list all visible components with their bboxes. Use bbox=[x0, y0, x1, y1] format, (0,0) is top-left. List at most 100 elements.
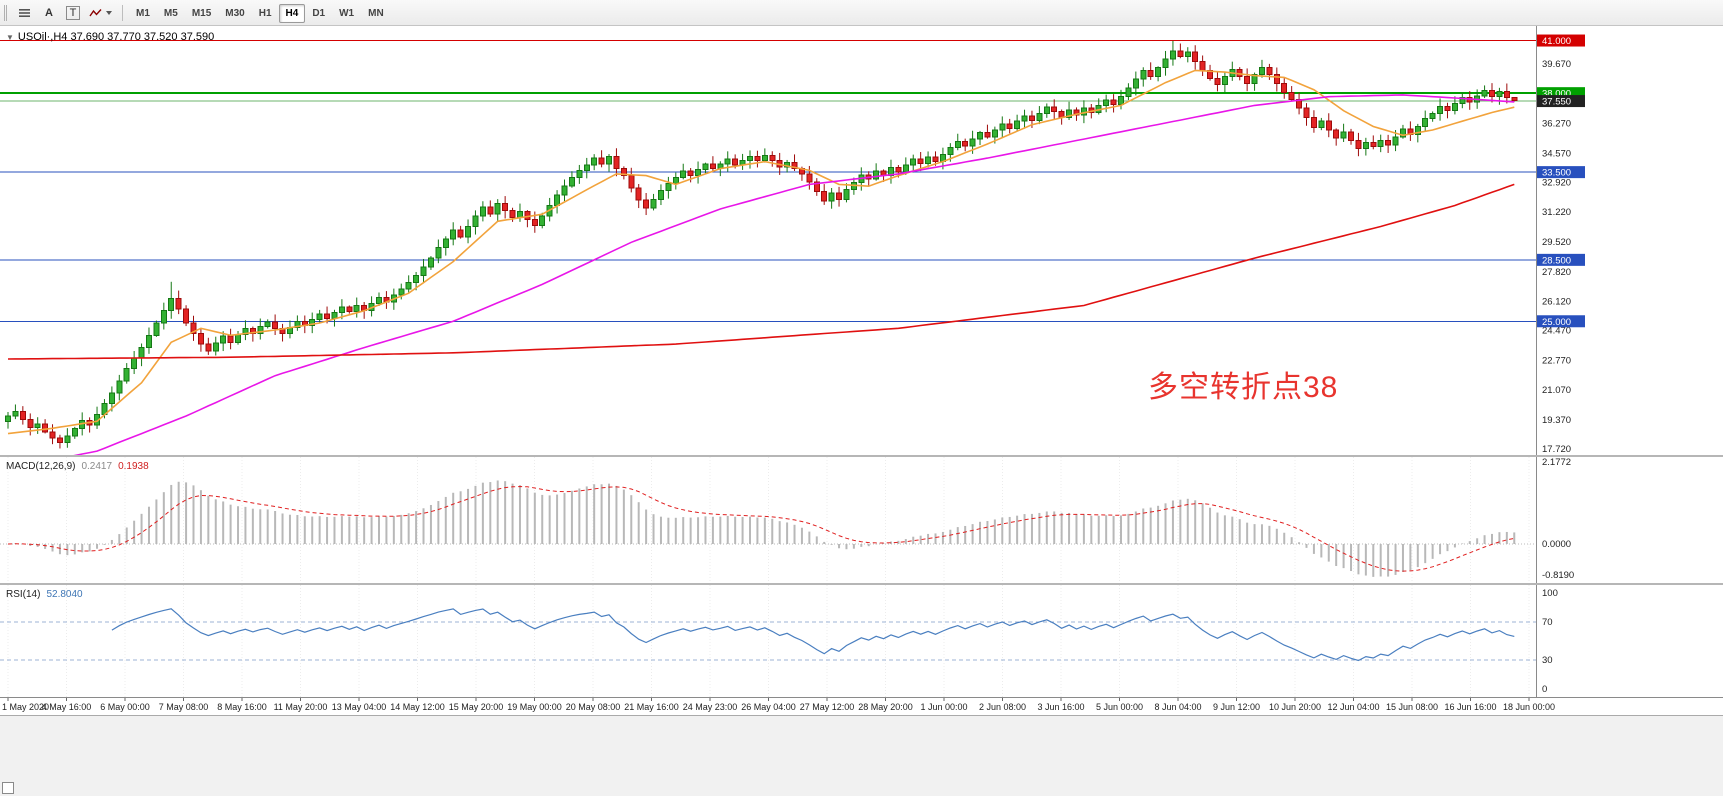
macd-signal-value: 0.1938 bbox=[118, 461, 149, 472]
rsi-scale-label: 70 bbox=[1542, 617, 1553, 628]
arrow-tool-label: A bbox=[45, 6, 53, 19]
panel-splitter[interactable] bbox=[0, 455, 1723, 457]
timeframe-m30-button[interactable]: M30 bbox=[218, 4, 251, 23]
time-label: 4 May 16:00 bbox=[42, 702, 92, 712]
rsi-scale-label: 0 bbox=[1542, 684, 1547, 695]
price-label: 29.520 bbox=[1542, 237, 1571, 248]
time-axis[interactable]: 1 May 2020 4 May 16:00 6 May 00:00 7 May 08… bbox=[0, 697, 1723, 715]
time-label: 1 May 2020 bbox=[2, 702, 49, 712]
price-badge bbox=[1537, 95, 1585, 108]
toolbar-grip[interactable] bbox=[4, 4, 9, 21]
macd-panel[interactable]: 2.1772 0.0000 -0.8190 MACD(12,26,9) 0.2417 0… bbox=[0, 457, 1723, 583]
price-label: 22.770 bbox=[1542, 355, 1571, 366]
price-label: 31.220 bbox=[1542, 207, 1571, 218]
macd-canvas[interactable]: 2.1772 0.0000 -0.8190 bbox=[0, 457, 1723, 583]
timeframe-m1-button[interactable]: M1 bbox=[129, 4, 157, 23]
price-badge bbox=[1537, 166, 1585, 179]
time-label: 19 May 00:00 bbox=[507, 702, 562, 712]
ma-mid-line bbox=[73, 94, 1515, 455]
chart-menu-button[interactable] bbox=[13, 3, 37, 23]
rsi-line bbox=[111, 608, 1515, 662]
chart-ohlc-title: ▼ USOil·,H4 37.690 37.770 37.520 37.590 bbox=[6, 31, 214, 43]
scrollbar-box[interactable] bbox=[2, 782, 14, 794]
time-label: 11 May 20:00 bbox=[274, 702, 328, 712]
zigzag-icon bbox=[89, 8, 102, 16]
macd-label: MACD(12,26,9) 0.2417 0.1938 bbox=[6, 461, 149, 472]
timeframe-m15-button[interactable]: M15 bbox=[185, 4, 218, 23]
toolbar: A T M1 M5 M15 M30 H1 H4 D1 W1 MN bbox=[0, 0, 1723, 26]
price-label: 19.370 bbox=[1542, 415, 1571, 426]
time-label: 10 Jun 20:00 bbox=[1269, 702, 1321, 712]
price-label: 27.820 bbox=[1542, 267, 1571, 278]
timeframe-h4-button[interactable]: H4 bbox=[278, 3, 306, 23]
price-badge bbox=[1537, 315, 1585, 328]
time-label: 9 Jun 12:00 bbox=[1213, 702, 1260, 712]
price-badge-label: 28.500 bbox=[1542, 255, 1571, 266]
main-chart-panel[interactable]: 39.670 36.270 34.570 32.920 31.220 29.520 27.8… bbox=[0, 26, 1723, 455]
timeframe-mn-button[interactable]: MN bbox=[361, 4, 391, 23]
arrow-tool-button[interactable]: A bbox=[37, 3, 61, 23]
ma-fast-line bbox=[7, 69, 1515, 435]
time-label: 5 Jun 00:00 bbox=[1096, 702, 1143, 712]
horizontal-lines-layer[interactable] bbox=[0, 40, 1536, 322]
time-label: 14 May 12:00 bbox=[390, 702, 445, 712]
price-badge bbox=[1537, 253, 1585, 266]
time-label: 15 Jun 08:00 bbox=[1386, 702, 1438, 712]
price-chart-canvas[interactable]: 39.670 36.270 34.570 32.920 31.220 29.520 27.8… bbox=[0, 26, 1723, 455]
rsi-panel[interactable]: 100 70 30 0 RSI(14) 52.8040 bbox=[0, 585, 1723, 697]
indicators-button[interactable] bbox=[85, 3, 116, 23]
time-label: 1 Jun 00:00 bbox=[920, 702, 967, 712]
timeframe-m5-button[interactable]: M5 bbox=[157, 4, 185, 23]
text-tool-label: T bbox=[65, 5, 81, 20]
price-label: 39.670 bbox=[1542, 59, 1571, 70]
price-label: 36.270 bbox=[1542, 119, 1571, 130]
time-label: 16 Jun 16:00 bbox=[1444, 702, 1496, 712]
rsi-canvas[interactable]: 100 70 30 0 bbox=[0, 585, 1723, 697]
price-badge bbox=[1537, 34, 1585, 47]
price-label: 26.120 bbox=[1542, 297, 1571, 308]
price-badge-label: 33.500 bbox=[1542, 168, 1571, 179]
macd-scale-label: 0.0000 bbox=[1542, 539, 1571, 550]
time-label: 21 May 16:00 bbox=[624, 702, 679, 712]
time-label: 8 Jun 04:00 bbox=[1154, 702, 1201, 712]
timeframe-h1-button[interactable]: H1 bbox=[252, 4, 279, 23]
timeframe-group: M1 M5 M15 M30 H1 H4 D1 W1 MN bbox=[129, 3, 391, 23]
time-label: 13 May 04:00 bbox=[332, 702, 387, 712]
price-label: 34.570 bbox=[1542, 148, 1571, 159]
time-label: 3 Jun 16:00 bbox=[1037, 702, 1084, 712]
time-label: 27 May 12:00 bbox=[800, 702, 855, 712]
grid-lines bbox=[7, 585, 1530, 697]
price-badge-label: 25.000 bbox=[1542, 317, 1571, 328]
time-label: 24 May 23:00 bbox=[683, 702, 738, 712]
time-label: 12 Jun 04:00 bbox=[1327, 702, 1379, 712]
time-label: 2 Jun 08:00 bbox=[979, 702, 1026, 712]
timeframe-w1-button[interactable]: W1 bbox=[332, 4, 361, 23]
time-label: 20 May 08:00 bbox=[566, 702, 621, 712]
price-axis[interactable]: 39.670 36.270 34.570 32.920 31.220 29.520 27.8… bbox=[1537, 34, 1585, 455]
price-badge-label: 38.000 bbox=[1542, 89, 1571, 100]
time-label: 7 May 08:00 bbox=[159, 702, 209, 712]
price-label: 24.470 bbox=[1542, 326, 1571, 337]
price-label: 17.720 bbox=[1542, 444, 1571, 455]
rsi-value: 52.8040 bbox=[46, 589, 83, 600]
time-label: 26 May 04:00 bbox=[741, 702, 796, 712]
macd-main-value: 0.2417 bbox=[81, 461, 113, 472]
text-tool-button[interactable]: T bbox=[61, 3, 85, 23]
chart-annotation-text[interactable]: 多空转折点38 bbox=[1148, 371, 1339, 404]
macd-name: MACD(12,26,9) bbox=[6, 461, 76, 472]
bottom-scrollbar-area[interactable] bbox=[0, 715, 1723, 796]
macd-scale-label: 2.1772 bbox=[1542, 457, 1571, 468]
rsi-scale-label: 100 bbox=[1542, 588, 1558, 599]
time-label: 6 May 00:00 bbox=[100, 702, 150, 712]
timeframe-d1-button[interactable]: D1 bbox=[305, 4, 332, 23]
panel-splitter[interactable] bbox=[0, 583, 1723, 585]
menu-icon bbox=[19, 8, 30, 17]
toolbar-separator bbox=[122, 4, 123, 21]
price-badge-label: 37.550 bbox=[1542, 97, 1571, 108]
rsi-axis: 100 70 30 0 bbox=[1542, 588, 1558, 695]
price-label: 32.920 bbox=[1542, 177, 1571, 188]
symbol-dropdown-icon[interactable]: ▼ bbox=[6, 32, 14, 42]
